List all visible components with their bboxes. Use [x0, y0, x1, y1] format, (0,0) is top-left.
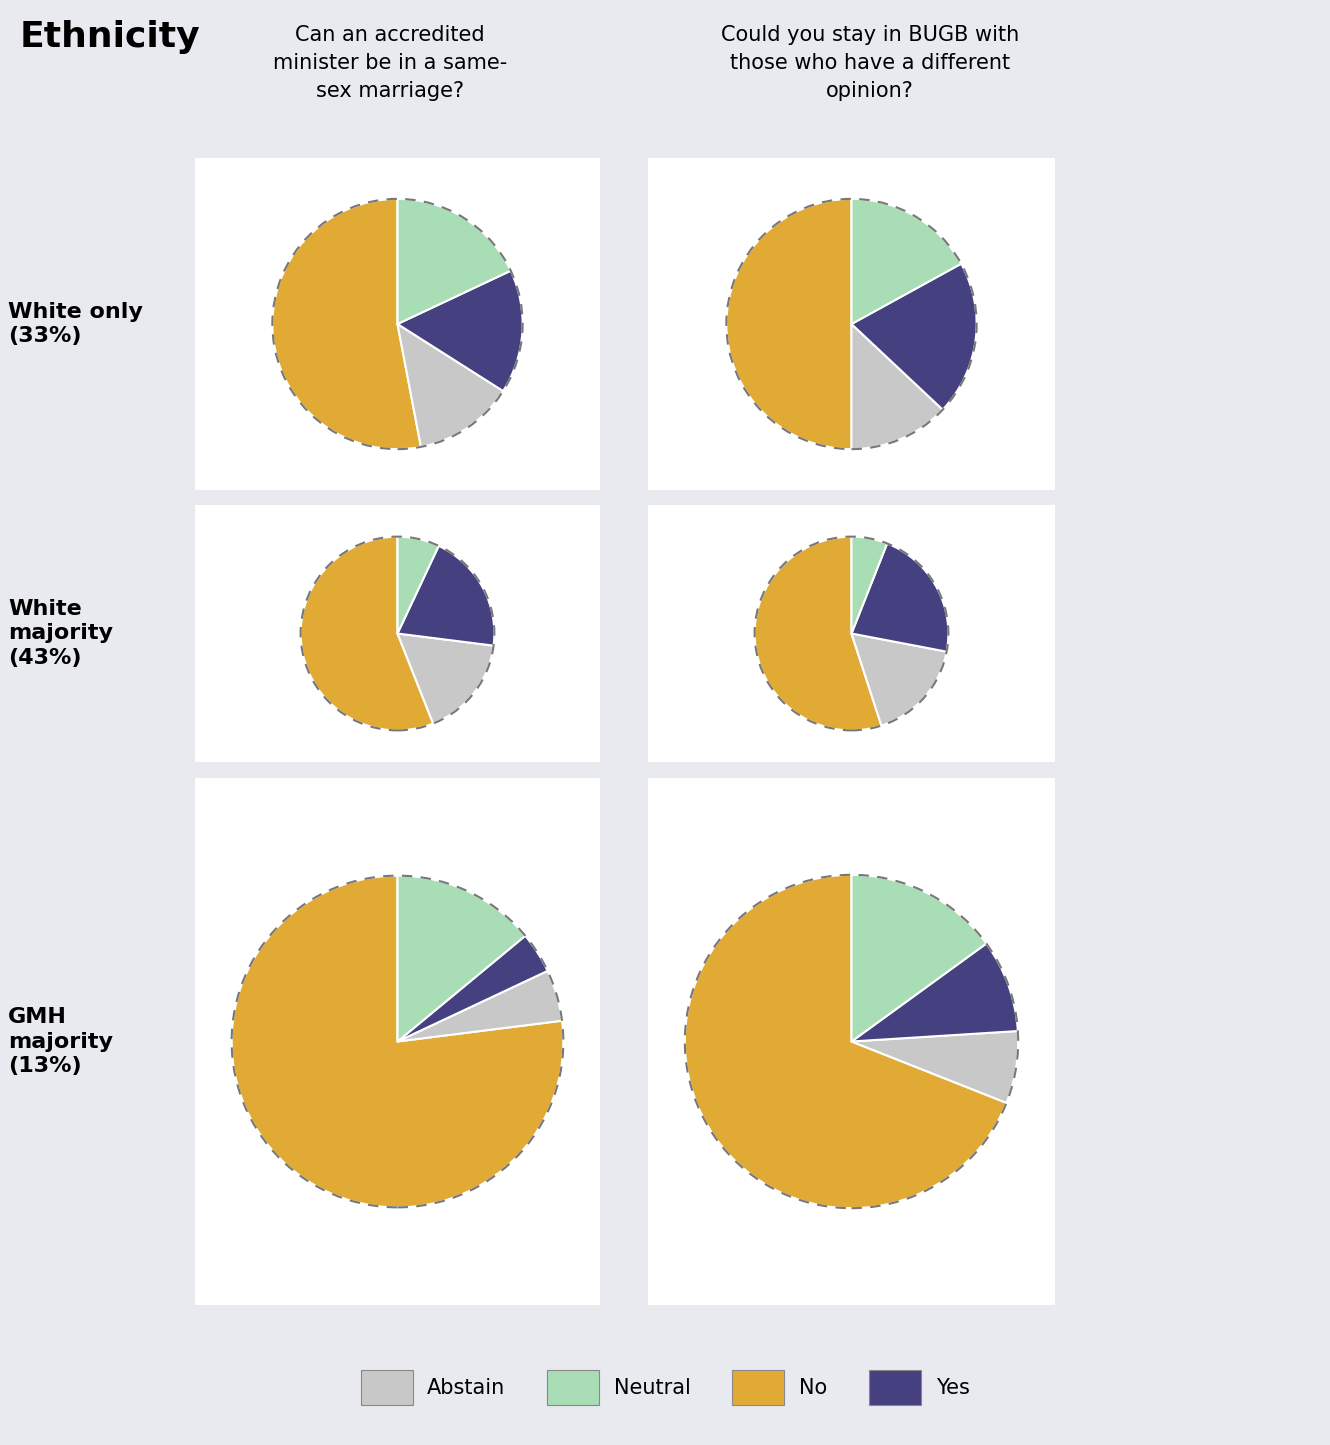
- Text: White only
(33%): White only (33%): [8, 302, 142, 347]
- Wedge shape: [851, 543, 948, 652]
- Wedge shape: [231, 876, 564, 1208]
- Text: White
majority
(43%): White majority (43%): [8, 598, 113, 668]
- Text: Ethnicity: Ethnicity: [20, 20, 201, 53]
- Wedge shape: [398, 199, 511, 324]
- Text: GMH
majority
(13%): GMH majority (13%): [8, 1007, 113, 1077]
- Wedge shape: [398, 971, 563, 1042]
- Text: Can an accredited
minister be in a same-
sex marriage?: Can an accredited minister be in a same-…: [273, 25, 507, 101]
- Wedge shape: [851, 633, 947, 725]
- Wedge shape: [273, 199, 422, 449]
- Wedge shape: [398, 546, 495, 646]
- Wedge shape: [754, 536, 882, 730]
- Wedge shape: [851, 1032, 1019, 1103]
- Wedge shape: [685, 874, 1007, 1208]
- Wedge shape: [398, 270, 523, 392]
- Wedge shape: [398, 936, 548, 1042]
- Wedge shape: [851, 264, 976, 410]
- Wedge shape: [301, 536, 434, 730]
- Wedge shape: [851, 199, 962, 324]
- Wedge shape: [851, 536, 887, 633]
- Legend: Abstain, Neutral, No, Yes: Abstain, Neutral, No, Yes: [360, 1370, 970, 1405]
- Wedge shape: [398, 536, 439, 633]
- Wedge shape: [398, 633, 493, 724]
- Wedge shape: [851, 944, 1017, 1042]
- Text: Could you stay in BUGB with
those who have a different
opinion?: Could you stay in BUGB with those who ha…: [721, 25, 1019, 101]
- Wedge shape: [851, 324, 943, 449]
- Wedge shape: [398, 324, 503, 447]
- Wedge shape: [398, 876, 525, 1042]
- Wedge shape: [726, 199, 851, 449]
- Wedge shape: [851, 874, 987, 1042]
